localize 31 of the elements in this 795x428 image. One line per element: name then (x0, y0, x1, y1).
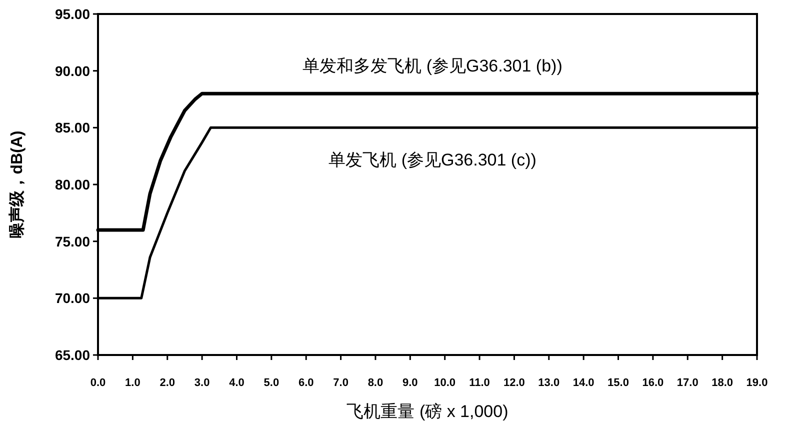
y-tick-label: 80.00 (54, 176, 90, 192)
y-tick-label: 70.00 (54, 290, 90, 306)
x-tick-label: 15.0 (608, 377, 629, 389)
x-tick-label: 19.0 (746, 377, 768, 389)
y-tick-label: 65.00 (54, 347, 90, 363)
series-label: 单发和多发飞机 (参见G36.301 (b)) (302, 56, 562, 76)
x-tick-label: 5.0 (264, 377, 280, 389)
x-tick-label: 9.0 (402, 377, 418, 389)
y-tick-label: 95.00 (54, 6, 90, 22)
x-tick-label: 4.0 (229, 377, 244, 389)
x-tick-label: 7.0 (333, 377, 348, 389)
x-tick-label: 1.0 (125, 377, 140, 389)
series-label: 单发飞机 (参见G36.301 (c)) (328, 150, 536, 170)
x-tick-label: 14.0 (572, 377, 594, 389)
x-tick-label: 10.0 (434, 377, 456, 389)
x-tick-label: 18.0 (712, 377, 734, 389)
x-tick-label: 0.0 (90, 377, 106, 389)
x-tick-label: 11.0 (469, 377, 490, 389)
x-tick-label: 16.0 (642, 377, 664, 389)
y-tick-label: 85.00 (54, 120, 90, 136)
y-tick-label: 75.00 (54, 233, 90, 250)
x-tick-label: 12.0 (504, 377, 525, 389)
x-tick-label: 13.0 (538, 377, 560, 389)
x-tick-label: 17.0 (676, 377, 698, 389)
x-tick-label: 3.0 (194, 377, 210, 389)
x-axis-title: 飞机重量 (磅 x 1,000) (346, 402, 508, 421)
x-tick-label: 2.0 (160, 377, 176, 389)
y-axis-title: 噪声级，dB(A) (8, 130, 26, 238)
x-tick-label: 8.0 (368, 377, 384, 389)
y-tick-label: 90.00 (54, 62, 90, 79)
x-tick-label: 6.0 (298, 377, 314, 389)
